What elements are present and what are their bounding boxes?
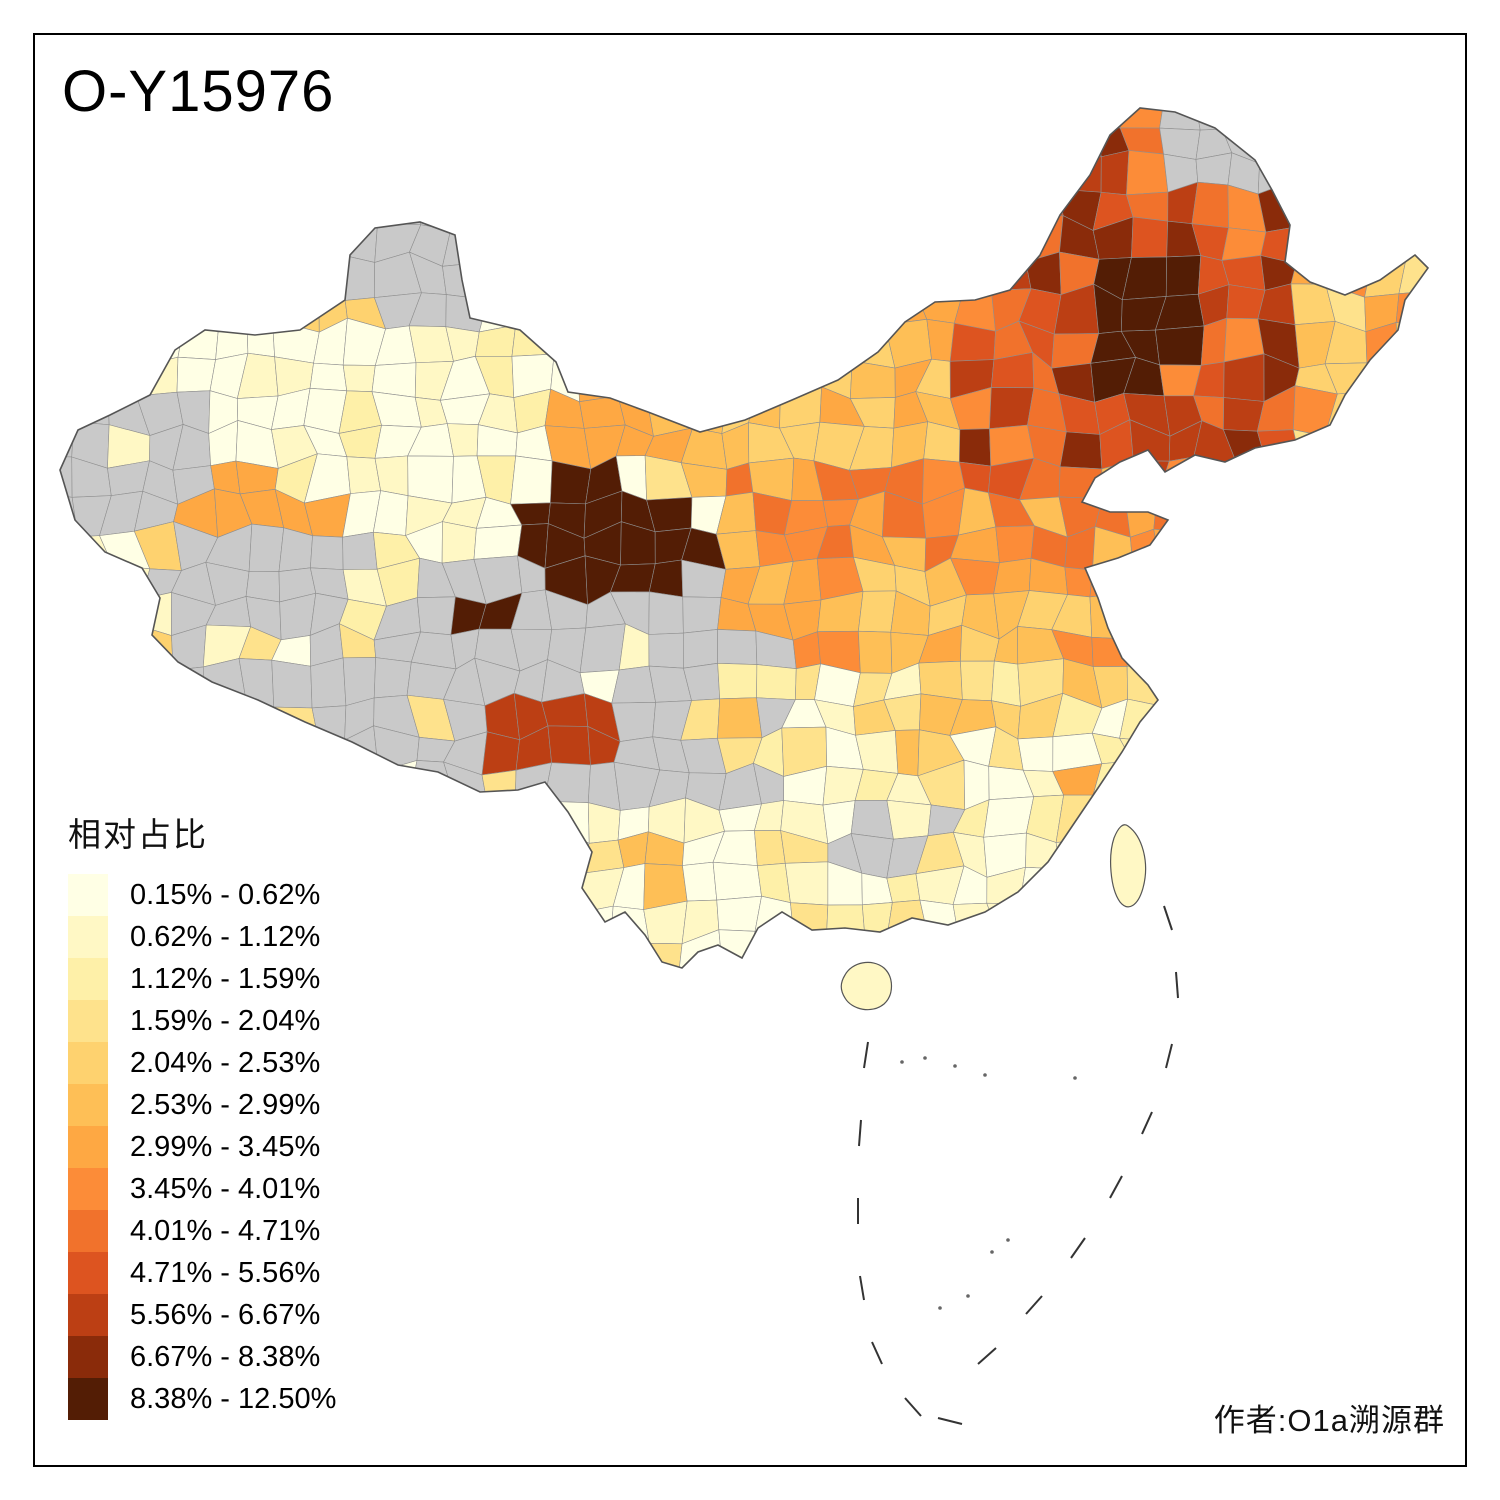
legend-swatch <box>68 1084 108 1126</box>
legend-swatch <box>68 1000 108 1042</box>
china-outline <box>59 107 1430 969</box>
legend-swatch <box>68 1210 108 1252</box>
legend-item-label: 2.99% - 3.45% <box>130 1130 321 1163</box>
legend-item: 4.01% - 4.71% <box>68 1210 336 1252</box>
attribution: 作者:O1a溯源群 <box>1213 1403 1445 1438</box>
nine-dash-line <box>857 905 1179 1425</box>
legend-swatch <box>68 1126 108 1168</box>
legend-item: 1.59% - 2.04% <box>68 1000 336 1042</box>
legend-item: 8.38% - 12.50% <box>68 1378 336 1420</box>
islands <box>840 824 1147 1011</box>
legend-item-label: 6.67% - 8.38% <box>130 1340 321 1373</box>
legend-item: 0.62% - 1.12% <box>68 916 336 958</box>
legend-item: 1.12% - 1.59% <box>68 958 336 1000</box>
legend-item-label: 0.15% - 0.62% <box>130 878 321 911</box>
legend-swatch <box>68 1378 108 1420</box>
legend-item-label: 4.01% - 4.71% <box>130 1214 321 1247</box>
legend-item: 5.56% - 6.67% <box>68 1294 336 1336</box>
legend-item: 0.15% - 0.62% <box>68 874 336 916</box>
legend-swatch <box>68 1042 108 1084</box>
legend-swatch <box>68 916 108 958</box>
legend-item-label: 4.71% - 5.56% <box>130 1256 321 1289</box>
legend-swatch <box>68 1294 108 1336</box>
legend-item: 2.53% - 2.99% <box>68 1084 336 1126</box>
legend-item-label: 8.38% - 12.50% <box>130 1382 337 1415</box>
legend-swatch <box>68 1252 108 1294</box>
legend-item: 2.04% - 2.53% <box>68 1042 336 1084</box>
legend-item: 3.45% - 4.01% <box>68 1168 336 1210</box>
legend-swatch <box>68 874 108 916</box>
legend-swatch <box>68 1168 108 1210</box>
legend-item-label: 1.12% - 1.59% <box>130 962 321 995</box>
legend-item-label: 5.56% - 6.67% <box>130 1298 321 1331</box>
legend-item-label: 2.04% - 2.53% <box>130 1046 321 1079</box>
legend-swatch <box>68 1336 108 1378</box>
legend-item-label: 1.59% - 2.04% <box>130 1004 321 1037</box>
legend: 相对占比 0.15% - 0.62% 0.62% - 1.12% 1.12% -… <box>68 808 336 1420</box>
legend-title: 相对占比 <box>68 816 208 853</box>
legend-item: 4.71% - 5.56% <box>68 1252 336 1294</box>
legend-swatch <box>68 958 108 1000</box>
legend-item-label: 0.62% - 1.12% <box>130 920 321 953</box>
legend-item: 2.99% - 3.45% <box>68 1126 336 1168</box>
legend-item-label: 3.45% - 4.01% <box>130 1172 321 1205</box>
map-title: O-Y15976 <box>62 59 335 124</box>
legend-item: 6.67% - 8.38% <box>68 1336 336 1378</box>
legend-item-label: 2.53% - 2.99% <box>130 1088 321 1121</box>
